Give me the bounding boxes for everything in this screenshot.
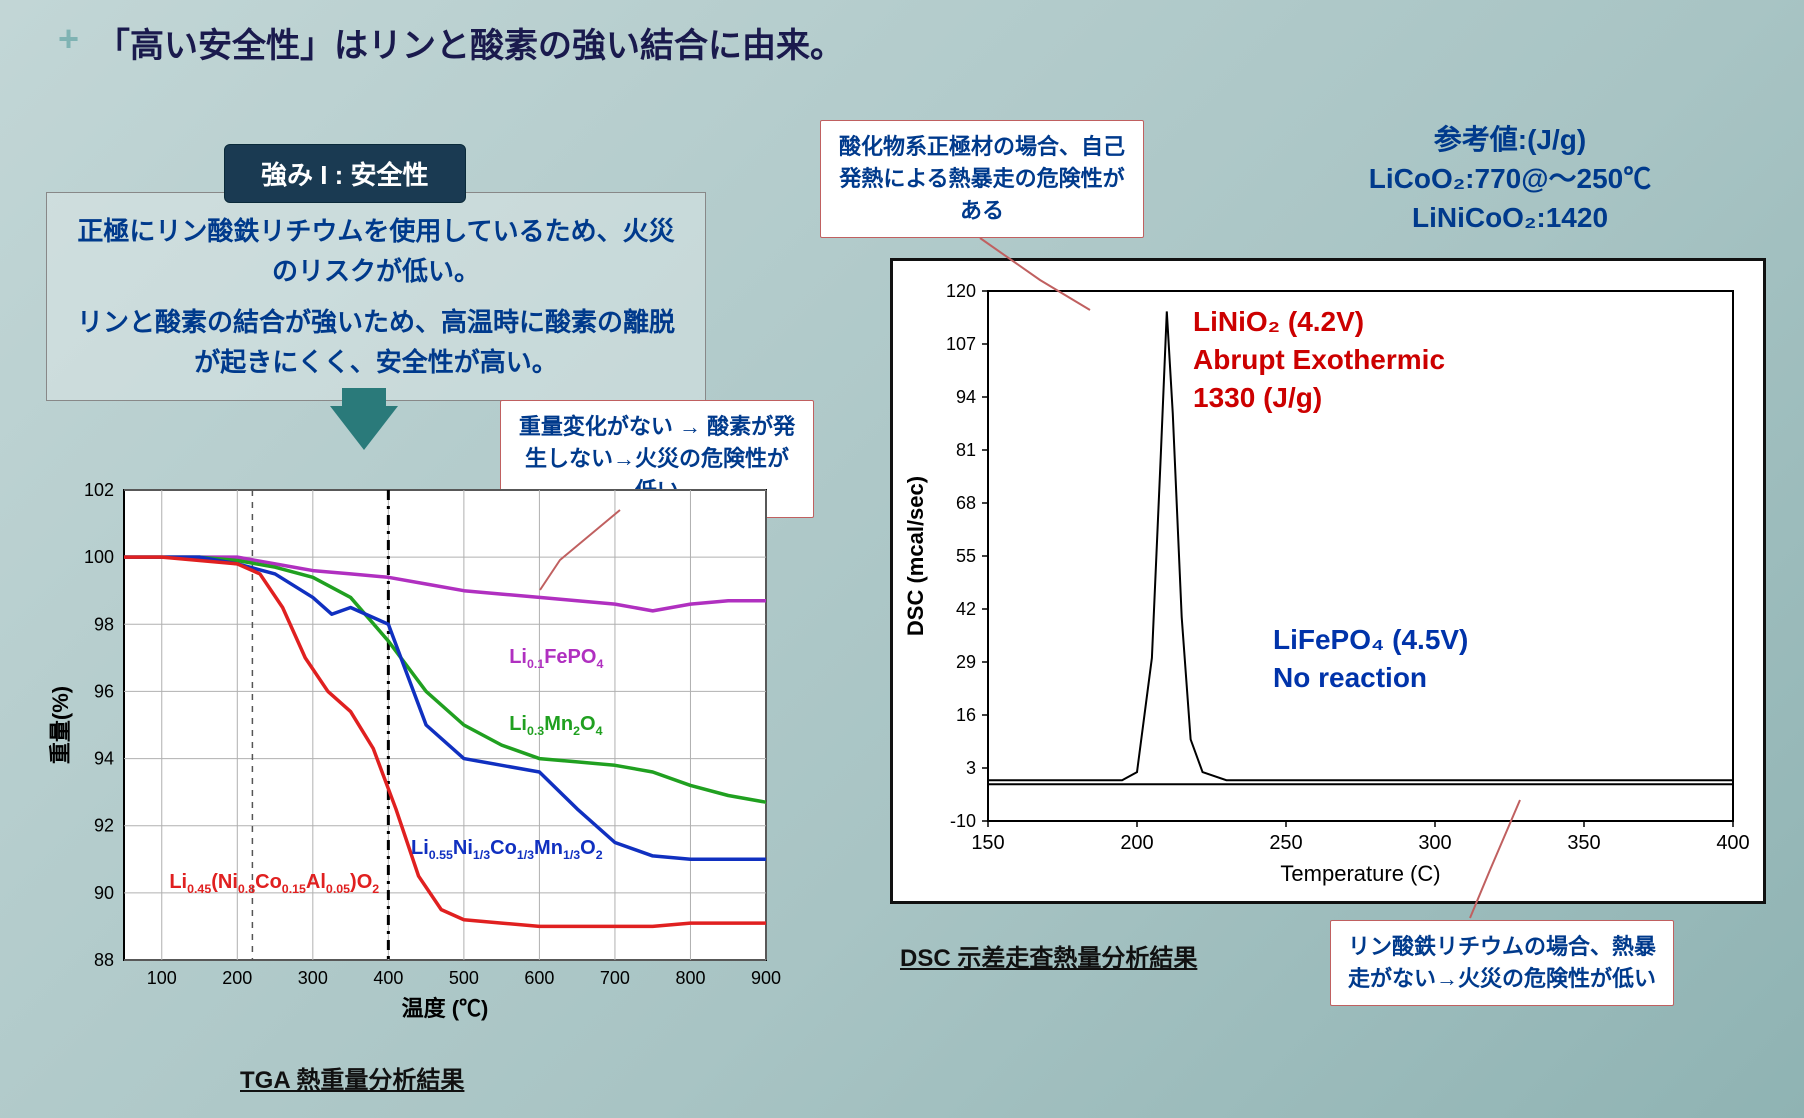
svg-text:400: 400 <box>373 968 403 988</box>
caption-dsc: DSC 示差走査熱量分析結果 <box>900 938 1197 973</box>
svg-text:Temperature (C): Temperature (C) <box>1280 861 1440 886</box>
svg-text:300: 300 <box>298 968 328 988</box>
svg-text:200: 200 <box>222 968 252 988</box>
callout-lfp-text: リン酸鉄リチウムの場合、熱暴走がない→火災の危険性が低い <box>1348 934 1656 991</box>
svg-text:重量(%): 重量(%) <box>48 686 73 764</box>
series-label-Li0.1FePO4: Li0.1FePO4 <box>509 646 603 671</box>
svg-text:92: 92 <box>94 816 114 836</box>
arrow-stem <box>342 388 386 408</box>
svg-text:800: 800 <box>675 968 705 988</box>
arrow-down-icon <box>330 406 398 450</box>
svg-text:-10: -10 <box>950 811 976 831</box>
svg-text:120: 120 <box>946 281 976 301</box>
infobox-line1: 正極にリン酸鉄リチウムを使用しているため、火災のリスクが低い。 <box>71 211 681 292</box>
svg-text:100: 100 <box>147 968 177 988</box>
svg-text:107: 107 <box>946 334 976 354</box>
strength-badge: 強み I : 安全性 <box>224 144 466 203</box>
svg-text:16: 16 <box>956 705 976 725</box>
svg-text:温度 (℃): 温度 (℃) <box>402 996 489 1021</box>
series-label-Li0.45(Ni0.8Co0.15Al0.05)O2: Li0.45(Ni0.8Co0.15Al0.05)O2 <box>169 871 379 896</box>
svg-text:96: 96 <box>94 681 114 701</box>
callout-oxide: 酸化物系正極材の場合、自己発熱による熱暴走の危険性がある <box>820 120 1144 238</box>
svg-text:102: 102 <box>84 480 114 500</box>
svg-text:94: 94 <box>94 749 114 769</box>
dsc-label-lifepo4: LiFePO₄ (4.5V) No reaction <box>1273 621 1468 697</box>
svg-text:88: 88 <box>94 950 114 970</box>
svg-text:3: 3 <box>966 758 976 778</box>
caption-tga: TGA 熱重量分析結果 <box>240 1060 464 1095</box>
svg-text:42: 42 <box>956 599 976 619</box>
dsc-label-linio2: LiNiO₂ (4.2V) Abrupt Exothermic 1330 (J/… <box>1193 303 1445 416</box>
bullet-plus: + <box>58 18 79 60</box>
page-headline: 「高い安全性」はリンと酸素の強い結合に由来。 <box>96 18 844 67</box>
svg-text:400: 400 <box>1716 832 1749 854</box>
svg-text:90: 90 <box>94 883 114 903</box>
svg-text:68: 68 <box>956 493 976 513</box>
svg-text:200: 200 <box>1120 832 1153 854</box>
svg-text:29: 29 <box>956 652 976 672</box>
svg-text:98: 98 <box>94 614 114 634</box>
tga-chart: 88 90 92 94 96 98 100 102 100 200 300 400 500 600 700 8… <box>46 470 786 1030</box>
svg-text:150: 150 <box>971 832 1004 854</box>
svg-text:DSC (mcal/sec): DSC (mcal/sec) <box>903 476 928 636</box>
svg-text:600: 600 <box>524 968 554 988</box>
dsc-chart-frame: -10 3 16 29 42 55 68 81 94 107 120 150 200 250 300 350 4… <box>890 258 1766 904</box>
svg-text:300: 300 <box>1418 832 1451 854</box>
series-label-Li0.55Ni1/3Co1/3Mn1/3O2: Li0.55Ni1/3Co1/3Mn1/3O2 <box>411 837 603 862</box>
svg-text:500: 500 <box>449 968 479 988</box>
callout-lfp: リン酸鉄リチウムの場合、熱暴走がない→火災の危険性が低い <box>1330 920 1674 1006</box>
tga-plot-svg: 88 90 92 94 96 98 100 102 100 200 300 400 500 600 700 8… <box>46 470 786 1030</box>
svg-text:900: 900 <box>751 968 781 988</box>
svg-text:700: 700 <box>600 968 630 988</box>
safety-infobox: 正極にリン酸鉄リチウムを使用しているため、火災のリスクが低い。 リンと酸素の結合… <box>46 192 706 401</box>
svg-text:350: 350 <box>1567 832 1600 854</box>
svg-text:94: 94 <box>956 387 976 407</box>
infobox-line2: リンと酸素の結合が強いため、高温時に酸素の離脱が起きにくく、安全性が高い。 <box>71 302 681 383</box>
series-label-Li0.3Mn2O4: Li0.3Mn2O4 <box>509 713 602 738</box>
svg-text:81: 81 <box>956 440 976 460</box>
svg-text:100: 100 <box>84 547 114 567</box>
callout-oxide-text: 酸化物系正極材の場合、自己発熱による熱暴走の危険性がある <box>839 134 1125 223</box>
svg-text:250: 250 <box>1269 832 1302 854</box>
reference-values: 参考値:(J/g) LiCoO₂:770@～250℃ LiNiCoO₂:1420 <box>1290 120 1730 238</box>
svg-text:55: 55 <box>956 546 976 566</box>
